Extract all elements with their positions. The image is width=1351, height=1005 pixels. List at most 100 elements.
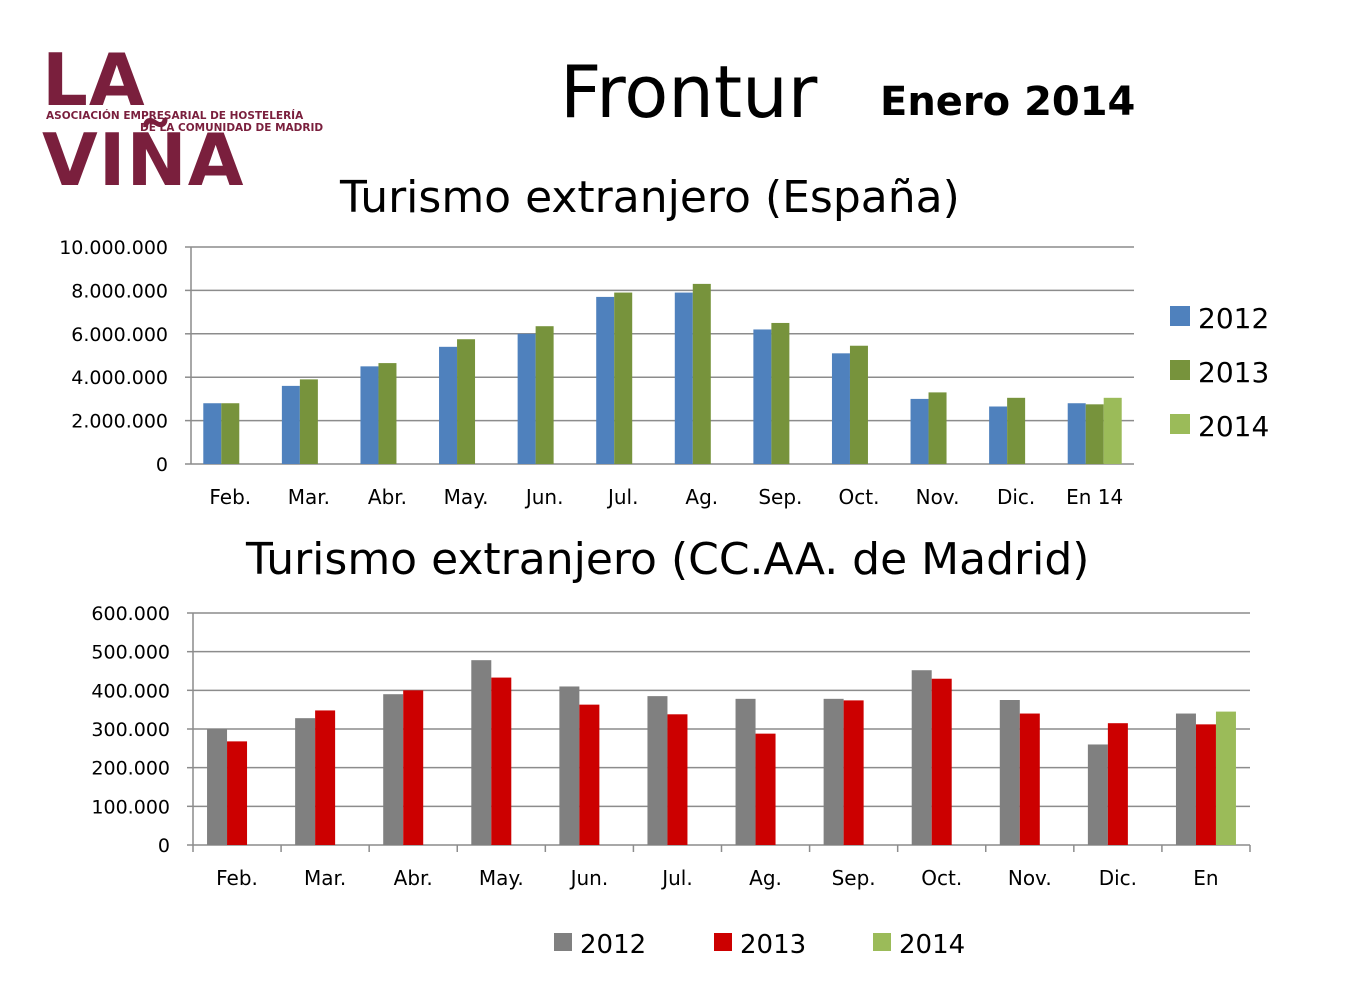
- y-tick-label: 2.000.000: [71, 411, 168, 433]
- bar: [823, 698, 844, 845]
- bar: [221, 403, 240, 464]
- bar: [753, 329, 772, 464]
- bar: [1215, 711, 1236, 845]
- x-tick-label: Jun.: [524, 485, 564, 509]
- x-tick-label: Abr.: [368, 485, 407, 509]
- legend-label: 2013: [1198, 356, 1269, 389]
- bar: [439, 346, 458, 464]
- x-tick-label: Sep.: [758, 485, 802, 509]
- x-tick-label: Feb.: [216, 866, 258, 890]
- x-tick-label: Oct.: [838, 485, 879, 509]
- legend-swatch: [1170, 414, 1190, 434]
- y-tick-label: 200.000: [91, 758, 170, 780]
- x-tick-label: Abr.: [394, 866, 433, 890]
- x-tick-label: Ag.: [749, 866, 782, 890]
- y-tick-label: 0: [158, 835, 170, 857]
- y-tick-label: 400.000: [91, 680, 170, 702]
- y-tick-label: 500.000: [91, 642, 170, 664]
- legend-label: 2012: [580, 930, 646, 960]
- bar: [755, 733, 776, 845]
- x-tick-label: Jul.: [660, 866, 693, 890]
- y-tick-label: 0: [156, 454, 168, 476]
- bar: [535, 326, 554, 464]
- bar: [831, 353, 850, 464]
- y-tick-label: 100.000: [91, 796, 170, 818]
- y-tick-label: 600.000: [91, 603, 170, 625]
- bar: [674, 292, 693, 464]
- y-tick-label: 6.000.000: [71, 324, 168, 346]
- bar: [295, 718, 316, 845]
- x-tick-label: Nov.: [1008, 866, 1052, 890]
- x-tick-label: Mar.: [288, 485, 330, 509]
- bar: [692, 283, 711, 464]
- bar: [931, 678, 952, 845]
- bar: [596, 296, 615, 464]
- y-tick-label: 10.000.000: [59, 237, 168, 259]
- logo-subtitle-line2: DE LA COMUNIDAD DE MADRID: [140, 122, 324, 134]
- bar: [1107, 723, 1128, 845]
- bar: [1007, 397, 1026, 464]
- legend-label: 2013: [740, 930, 806, 960]
- bar: [928, 392, 947, 464]
- x-tick-label: En 14: [1066, 485, 1123, 509]
- logo-text: LA VIÑA: [42, 38, 245, 202]
- x-tick-label: Feb.: [209, 485, 251, 509]
- bar: [1067, 403, 1086, 464]
- bar: [849, 345, 868, 464]
- legend-label: 2014: [1198, 410, 1269, 443]
- legend-swatch: [1170, 306, 1190, 326]
- bar: [207, 729, 228, 845]
- bar: [1103, 397, 1122, 464]
- bar: [203, 403, 222, 464]
- bar: [579, 704, 600, 845]
- bar: [771, 322, 790, 464]
- x-tick-label: Nov.: [916, 485, 960, 509]
- bar: [1175, 713, 1196, 845]
- bar: [457, 339, 476, 464]
- bar: [559, 686, 580, 845]
- bar: [667, 714, 688, 845]
- bar: [281, 385, 300, 464]
- legend-swatch: [873, 933, 891, 951]
- bar: [999, 700, 1020, 845]
- chart-title-espana: Turismo extranjero (España): [340, 172, 960, 223]
- bar: [383, 694, 404, 845]
- x-tick-label: Jun.: [569, 866, 609, 890]
- x-tick-label: En: [1193, 866, 1218, 890]
- legend-label: 2012: [1198, 302, 1269, 335]
- bar: [403, 690, 424, 845]
- bar: [735, 698, 756, 845]
- bar: [911, 670, 932, 845]
- logo: LA VIÑA ASOCIACIÓN EMPRESARIAL DE HOSTEL…: [42, 40, 362, 200]
- bar: [910, 398, 929, 464]
- bar: [227, 741, 248, 845]
- legend-swatch: [714, 933, 732, 951]
- legend-label: 2014: [899, 930, 965, 960]
- x-tick-label: May.: [479, 866, 524, 890]
- bar: [1087, 744, 1108, 845]
- y-tick-label: 300.000: [91, 719, 170, 741]
- bar: [491, 677, 512, 845]
- x-tick-label: Sep.: [832, 866, 876, 890]
- logo-subtitle-line1: ASOCIACIÓN EMPRESARIAL DE HOSTELERÍA: [46, 110, 304, 122]
- x-tick-label: Dic.: [997, 485, 1035, 509]
- x-tick-label: Ag.: [685, 485, 718, 509]
- chart-title-madrid: Turismo extranjero (CC.AA. de Madrid): [246, 534, 1090, 585]
- bar: [315, 710, 336, 845]
- bar: [299, 379, 318, 464]
- x-tick-label: Jul.: [606, 485, 639, 509]
- bar: [647, 696, 668, 845]
- bar: [989, 406, 1008, 464]
- x-tick-label: Oct.: [921, 866, 962, 890]
- bar: [843, 700, 864, 845]
- x-tick-label: Mar.: [304, 866, 346, 890]
- page-title: Frontur: [560, 50, 818, 134]
- x-tick-label: Dic.: [1099, 866, 1137, 890]
- bar: [517, 333, 536, 464]
- legend-swatch: [1170, 360, 1190, 380]
- bar: [378, 363, 397, 464]
- bar: [614, 292, 633, 464]
- page-subtitle: Enero 2014: [880, 79, 1136, 125]
- y-tick-label: 4.000.000: [71, 367, 168, 389]
